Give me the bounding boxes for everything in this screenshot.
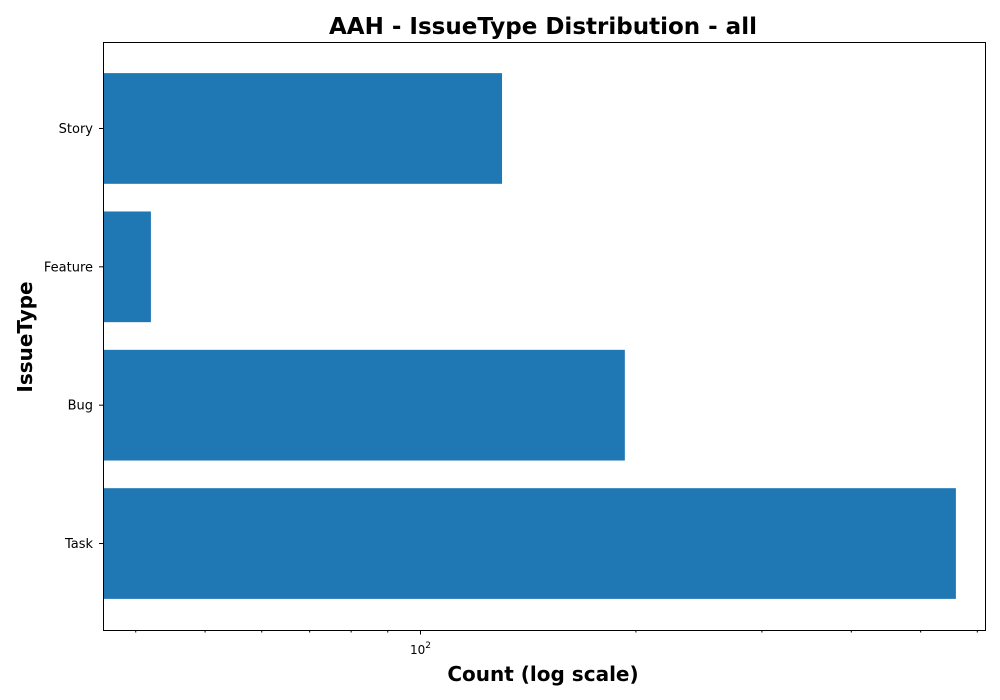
- bar-feature: [103, 211, 151, 323]
- y-axis-label: IssueType: [13, 281, 37, 392]
- y-tick-label-story: Story: [59, 122, 94, 137]
- bar-bug: [103, 349, 625, 461]
- bar-task: [103, 488, 956, 599]
- y-tick-label-bug: Bug: [68, 399, 93, 414]
- x-ticks-group: 102: [135, 630, 978, 657]
- x-axis-label: Count (log scale): [447, 662, 638, 686]
- bar-story: [103, 73, 503, 184]
- bars-group: [103, 73, 956, 599]
- chart-title: AAH - IssueType Distribution - all: [329, 14, 757, 40]
- y-ticks-group: Task Bug Feature Story: [44, 122, 103, 552]
- y-tick-label-task: Task: [64, 537, 94, 552]
- x-major-tick-label: 102: [410, 641, 431, 657]
- plot-frame: [103, 42, 986, 631]
- y-tick-label-feature: Feature: [44, 260, 93, 275]
